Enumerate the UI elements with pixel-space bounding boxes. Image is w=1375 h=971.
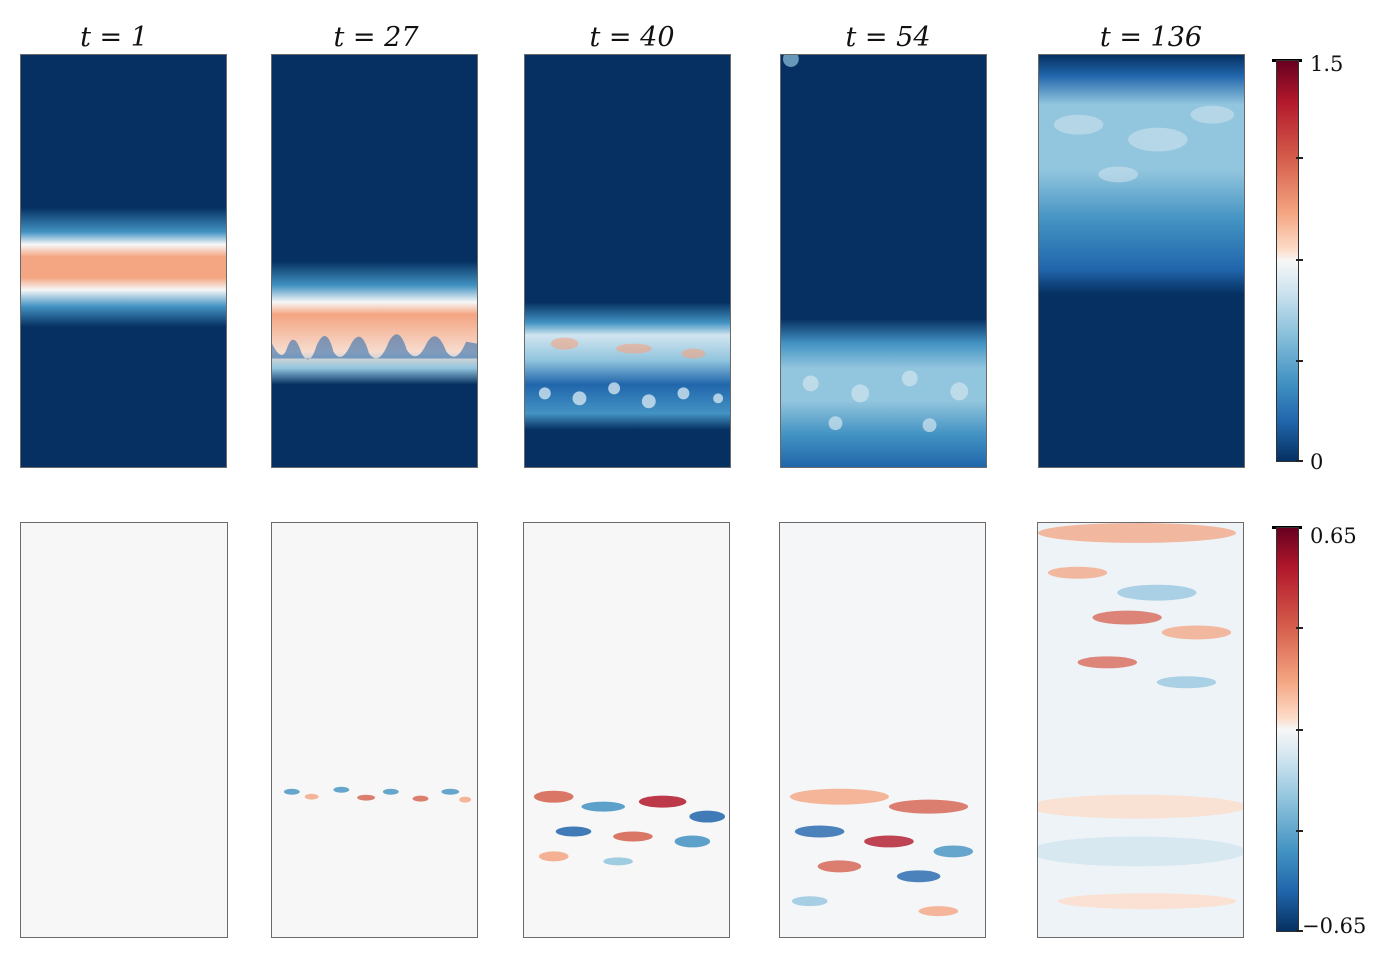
top-panel-t27 [271,54,478,468]
colorbar-bottom-tick [1296,729,1303,731]
colorbar-bottom-tick [1296,930,1303,932]
colorbar-top-tick [1296,259,1303,261]
title-t54: t = 54 [845,22,931,53]
colorbar-bottom-tick [1296,830,1303,832]
colorbar-top-max-label: 1.5 [1310,52,1344,76]
colorbar-top-tick [1296,460,1303,462]
bottom-panel-t136 [1037,522,1244,938]
title-t40: t = 40 [589,22,675,53]
bottom-panel-t1 [20,522,228,938]
title-t1: t = 1 [80,22,148,53]
title-t27: t = 27 [333,22,419,53]
bottom-panel-t27 [271,522,478,938]
colorbar-top-tick [1296,360,1303,362]
top-panel-t1 [20,54,227,468]
colorbar-bottom-tick [1296,627,1303,629]
bottom-panel-t40 [523,522,730,938]
title-t136: t = 136 [1099,22,1203,53]
top-panel-t40 [524,54,731,468]
top-panel-t54 [780,54,987,468]
top-panel-t136 [1038,54,1245,468]
colorbar-top-tick [1296,157,1303,159]
colorbar-bottom-max-label: 0.65 [1310,524,1357,548]
colorbar-top-min-label: 0 [1310,450,1324,474]
colorbar-top [1276,60,1299,462]
bottom-panel-t54 [779,522,986,938]
colorbar-bottom-min-label: −0.65 [1302,914,1367,938]
